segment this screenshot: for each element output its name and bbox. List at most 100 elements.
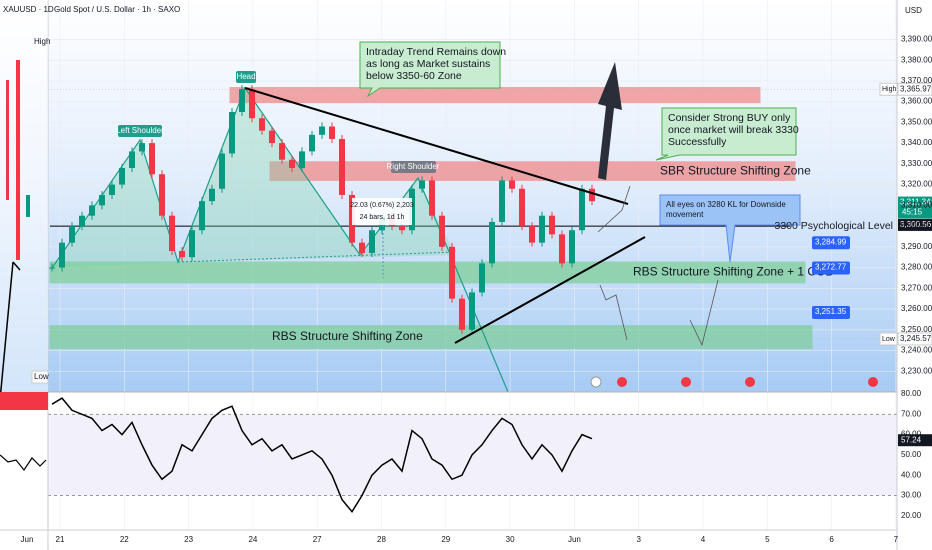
level-label: 3300 Psychological Level xyxy=(775,220,894,232)
candle xyxy=(179,250,185,258)
candle xyxy=(109,184,115,195)
left-bar xyxy=(0,392,48,410)
candle xyxy=(399,226,405,231)
y-tick-label: 3,320.00 xyxy=(901,180,932,189)
left-rsi xyxy=(0,454,47,472)
y-tick-label: 3,390.00 xyxy=(901,35,932,44)
candle xyxy=(509,180,515,189)
candle xyxy=(159,174,165,216)
y-tick-label: 3,230.00 xyxy=(901,366,932,375)
left-candle xyxy=(26,195,30,217)
projection xyxy=(599,284,628,341)
y-tick-label: 50.00 xyxy=(901,450,922,459)
candle xyxy=(499,180,505,222)
candle xyxy=(209,188,215,202)
x-tick-label: 28 xyxy=(377,535,386,544)
projection xyxy=(597,185,631,233)
candle xyxy=(49,267,55,269)
axis-tag-sub: 45:15 xyxy=(902,208,923,217)
candle xyxy=(419,180,425,189)
measure-box xyxy=(352,198,412,225)
axis-tag xyxy=(897,332,932,346)
candle xyxy=(229,112,235,154)
candle xyxy=(469,292,475,330)
candle xyxy=(339,138,345,195)
x-tick-label: 27 xyxy=(313,535,322,544)
candle xyxy=(269,130,275,144)
candle xyxy=(549,215,555,235)
trend-note: Intraday Trend Remains down xyxy=(366,46,506,58)
candle xyxy=(459,298,465,330)
axis-tag-label: 3,245.57 xyxy=(900,334,932,343)
candle xyxy=(309,134,315,152)
currency: USD xyxy=(905,6,922,15)
zone xyxy=(229,87,761,104)
rsi-tag xyxy=(898,434,932,447)
candle xyxy=(319,126,325,135)
y-tick-label: 30.00 xyxy=(901,491,922,500)
axis-tag-label: 3,300.56 xyxy=(900,220,932,229)
event-icon xyxy=(681,377,691,387)
axis-tag-label: 3,311.34 xyxy=(900,198,931,207)
candle xyxy=(69,226,75,243)
zone-tag-label: 3,251.35 xyxy=(815,307,847,316)
zone-label: RBS Structure Shifting Zone + 1 COB xyxy=(633,265,833,279)
y-tick-label: 3,250.00 xyxy=(901,325,932,334)
left-low-box xyxy=(31,370,49,384)
left-candle xyxy=(6,80,9,200)
y-tick-label: 3,350.00 xyxy=(901,117,932,126)
y-tick-label: 70.00 xyxy=(901,409,922,418)
left-shoulder-box xyxy=(118,125,162,137)
y-tick-label: 3,280.00 xyxy=(901,263,932,272)
left-trendline xyxy=(0,261,14,401)
candle xyxy=(329,126,335,139)
x-tick-label: 21 xyxy=(56,535,65,544)
y-tick-label: 3,270.00 xyxy=(901,283,932,292)
candle xyxy=(199,201,205,231)
trend-note: below 3350-60 Zone xyxy=(366,70,462,82)
y-tick-label: 3,310.00 xyxy=(901,200,932,209)
rsi-tag-label: 57.24 xyxy=(901,435,922,444)
zone-label: SBR Structure Shifting Zone xyxy=(660,163,811,177)
y-tick-label: 20.00 xyxy=(901,511,922,520)
event-icon xyxy=(745,377,755,387)
projection xyxy=(689,279,719,347)
eyes-note-box xyxy=(659,194,801,263)
trend-note: as long as Market sustains xyxy=(366,58,490,70)
candle xyxy=(219,153,225,189)
candle xyxy=(259,118,265,131)
zone-tag-label: 3,272.77 xyxy=(815,263,847,272)
axis-tag-label: 3,365.97 xyxy=(900,84,932,93)
candle xyxy=(579,188,585,231)
left-low: Low xyxy=(34,372,49,381)
up-arrow xyxy=(598,62,622,180)
right-shoulder-box xyxy=(391,161,436,173)
zone xyxy=(49,261,806,284)
zone-tag xyxy=(812,261,850,275)
candle xyxy=(89,205,95,216)
candle xyxy=(429,180,435,216)
x-tick-label: 30 xyxy=(506,535,515,544)
chart-title: Gold Spot / U.S. Dollar · 1h · SAXO xyxy=(54,5,180,14)
zone-tag xyxy=(812,305,850,319)
over-layer: SBR Structure Shifting Zone RBS Structure… xyxy=(51,82,932,514)
candle xyxy=(289,159,295,168)
candle xyxy=(299,151,305,168)
candle xyxy=(519,188,525,227)
candle xyxy=(119,168,125,185)
candle xyxy=(239,89,245,112)
zone xyxy=(49,325,813,349)
pattern-area xyxy=(52,88,455,268)
candle xyxy=(99,194,105,206)
buy-note: Successfully xyxy=(668,136,727,148)
candle xyxy=(79,215,85,227)
head-label: Head xyxy=(236,72,255,81)
x-tick-label: 3 xyxy=(636,535,641,544)
candles xyxy=(49,85,595,334)
axis-tag xyxy=(898,218,932,231)
zone-tag xyxy=(812,236,850,250)
left-trendline xyxy=(12,261,21,271)
candle xyxy=(249,89,255,119)
